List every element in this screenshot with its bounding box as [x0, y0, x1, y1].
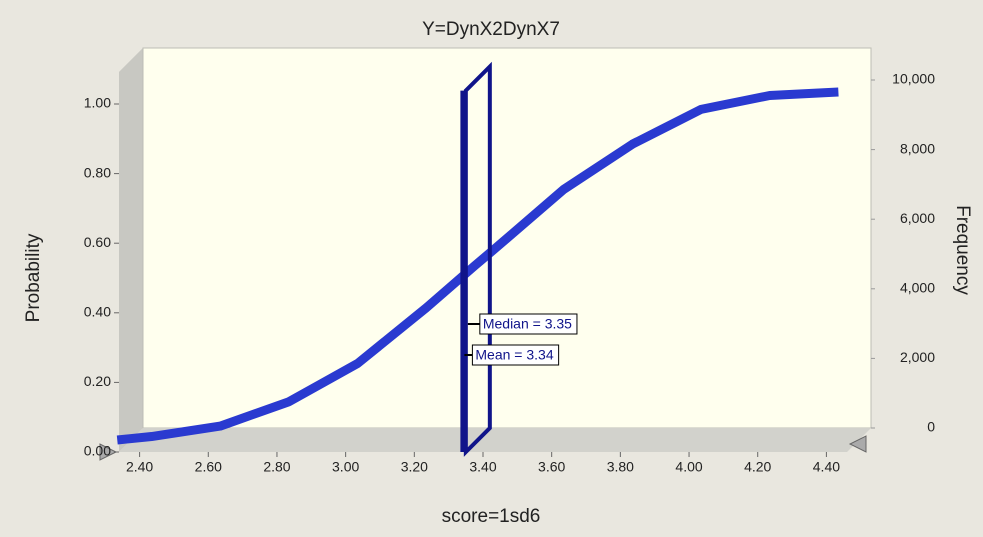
x-tick-label: 2.80 — [263, 459, 290, 475]
x-tick-label: 2.60 — [195, 459, 222, 475]
page: {"chart_data": { "type": "line", "title"… — [0, 0, 983, 537]
y2-tick-label: 10,000 — [892, 71, 935, 87]
y2-tick-label: 4,000 — [900, 280, 935, 296]
y-tick-label: 0.00 — [84, 443, 111, 459]
left-wall — [119, 48, 143, 452]
y-tick-label: 0.80 — [84, 164, 111, 180]
x-tick-label: 2.40 — [126, 459, 153, 475]
y2-tick-label: 6,000 — [900, 210, 935, 226]
x-axis-label: score=1sd6 — [442, 506, 541, 527]
x-tick-label: 4.20 — [744, 459, 771, 475]
y-tick-label: 0.60 — [84, 234, 111, 250]
y2-tick-label: 8,000 — [900, 140, 935, 156]
y2-axis-label: Frequency — [952, 205, 973, 295]
y-tick-label: 0.20 — [84, 373, 111, 389]
marker-label: Mean = 3.34 — [475, 347, 553, 363]
y2-tick-label: 0 — [927, 419, 935, 435]
y-axis-label: Probability — [23, 233, 44, 322]
chart: Y=DynX2DynX7 score=1sd6 Probability Freq… — [0, 0, 983, 537]
chart-title: Y=DynX2DynX7 — [422, 19, 560, 40]
x-tick-label: 4.00 — [675, 459, 702, 475]
x-tick-label: 3.40 — [469, 459, 496, 475]
y-tick-label: 1.00 — [84, 95, 111, 111]
x-tick-label: 3.20 — [401, 459, 428, 475]
x-tick-label: 4.40 — [813, 459, 840, 475]
y-tick-label: 0.40 — [84, 304, 111, 320]
x-tick-label: 3.80 — [607, 459, 634, 475]
x-tick-label: 3.00 — [332, 459, 359, 475]
marker-label: Median = 3.35 — [483, 316, 572, 332]
floor — [119, 428, 871, 452]
x-tick-label: 3.60 — [538, 459, 565, 475]
y2-tick-label: 2,000 — [900, 349, 935, 365]
